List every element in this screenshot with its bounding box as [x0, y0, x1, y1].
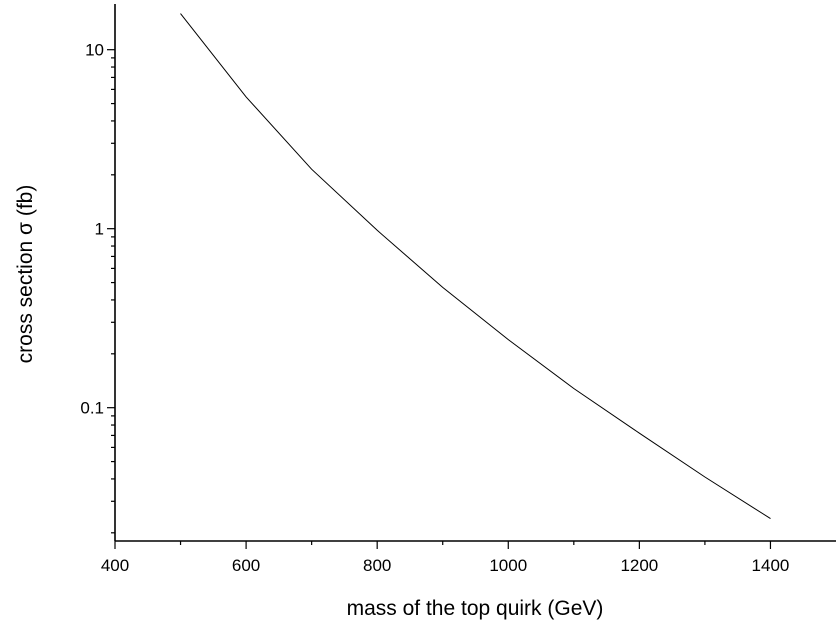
- x-tick-label: 600: [232, 556, 260, 575]
- y-tick-label: 10: [85, 41, 104, 60]
- x-tick-label: 400: [101, 556, 129, 575]
- x-axis: 400 600 800 1000 1200 1400: [101, 540, 836, 575]
- y-tick-label: 1: [95, 220, 104, 239]
- series-line: [180, 13, 771, 520]
- y-axis: 0.1 1 10: [80, 4, 116, 541]
- y-axis-title: cross section σ (fb): [14, 185, 37, 364]
- x-tick-label: 1200: [620, 556, 658, 575]
- x-tick-label: 800: [363, 556, 391, 575]
- x-axis-title: mass of the top quirk (GeV): [347, 597, 604, 620]
- x-tick-label: 1000: [489, 556, 527, 575]
- y-tick-label: 0.1: [80, 399, 104, 418]
- series-layer: [180, 13, 771, 520]
- x-tick-label: 1400: [752, 556, 790, 575]
